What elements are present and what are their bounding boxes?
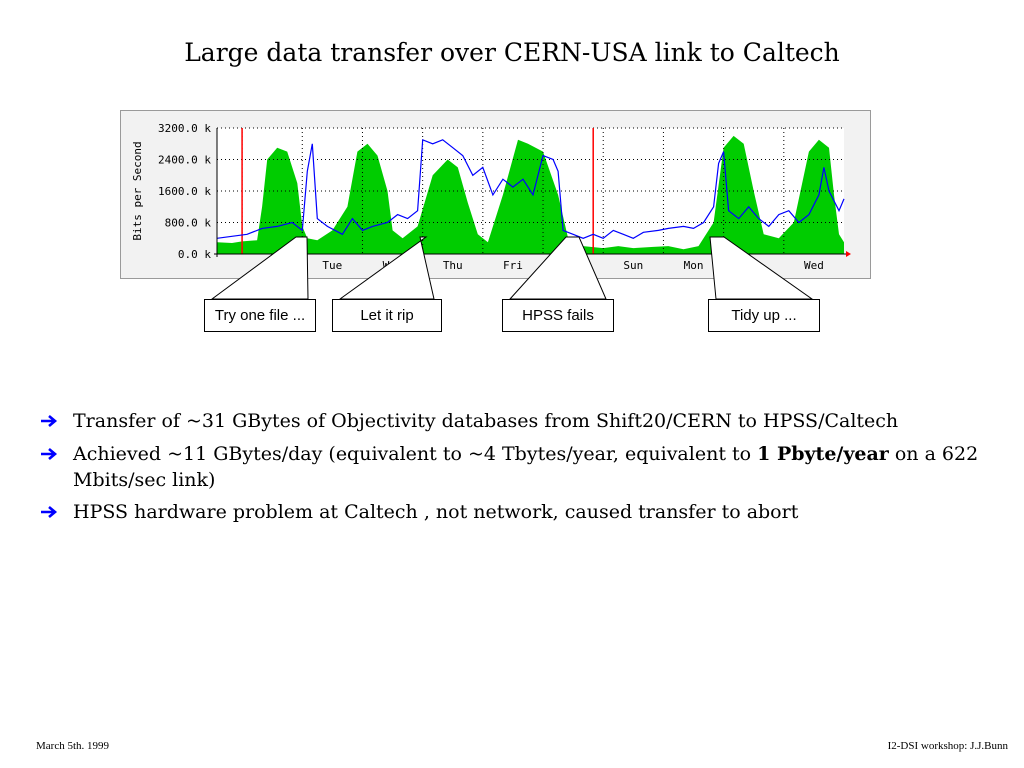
callout-let-it-rip: Let it rip: [332, 299, 442, 332]
y-tick-label: 3200.0 k: [158, 122, 211, 135]
y-tick-label: 0.0 k: [178, 248, 211, 261]
footer-date: March 5th. 1999: [36, 740, 110, 752]
series-incoming-area: [217, 135, 844, 254]
callout-tidy-up: Tidy up ...: [708, 299, 820, 332]
x-tick-label: Wed: [804, 259, 824, 272]
traffic-graph-frame: 3200.0 k 2400.0 k 1600.0 k 800.0 k 0.0 k Mon T…: [120, 110, 871, 279]
y-tick-label: 1600.0 k: [158, 185, 211, 198]
slide-title: Large data transfer over CERN-USA link t…: [184, 38, 840, 67]
x-tick-label: Fri: [503, 259, 523, 272]
right-arrow-icon: [40, 441, 73, 468]
x-tick-label: Thu: [443, 259, 463, 272]
bullet-item: Achieved ~11 GBytes/day (equivalent to ~…: [40, 441, 980, 493]
callout-try-one-file: Try one file ...: [204, 299, 316, 332]
callout-leader: [709, 236, 814, 300]
bullet-list: Transfer of ~31 GBytes of Objectivity da…: [40, 408, 980, 532]
y-axis-label: Bits per Second: [131, 141, 144, 240]
series-outgoing-line: [216, 138, 845, 239]
right-arrow-icon: [40, 499, 73, 526]
callout-leader: [210, 236, 309, 300]
bullet-item: HPSS hardware problem at Caltech , not n…: [40, 499, 980, 526]
right-arrow-icon: [40, 408, 73, 435]
callout-leader: [508, 236, 607, 300]
x-tick-label: Tue: [322, 259, 342, 272]
x-tick-label: Sun: [623, 259, 643, 272]
x-tick-label: Mon: [684, 259, 704, 272]
x-axis-arrow: [846, 251, 851, 257]
bullet-item: Transfer of ~31 GBytes of Objectivity da…: [40, 408, 980, 435]
y-tick-label: 2400.0 k: [158, 154, 211, 167]
y-tick-label: 800.0 k: [165, 217, 212, 230]
callout-leader: [338, 236, 435, 300]
footer-credit: I2-DSI workshop: J.J.Bunn: [887, 740, 1008, 752]
bullet-text: HPSS hardware problem at Caltech , not n…: [73, 501, 799, 523]
callout-hpss-fails: HPSS fails: [502, 299, 614, 332]
bullet-text: Achieved ~11 GBytes/day (equivalent to ~…: [73, 443, 979, 491]
bullet-text: Transfer of ~31 GBytes of Objectivity da…: [73, 410, 899, 432]
